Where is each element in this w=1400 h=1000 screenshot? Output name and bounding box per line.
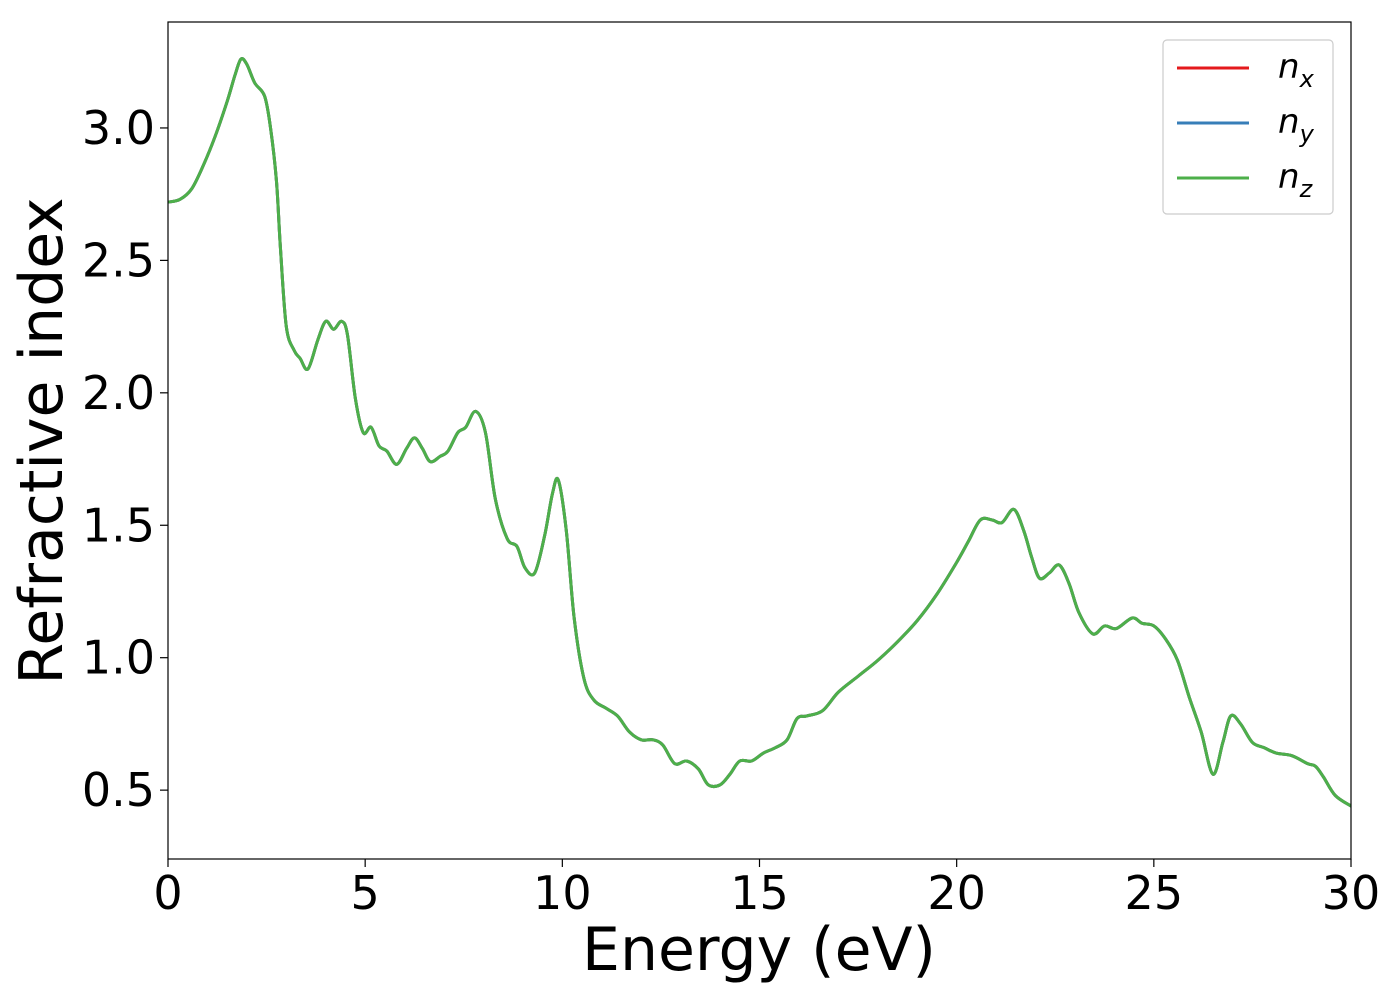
y-tick-label: 1.0 xyxy=(82,631,155,685)
x-tick-label: 15 xyxy=(730,866,789,920)
legend-label-subscript: z xyxy=(1299,175,1314,203)
legend-label-base: n xyxy=(1278,102,1300,142)
y-tick-label: 3.0 xyxy=(82,101,155,155)
legend-label-base: n xyxy=(1278,47,1300,87)
legend-label-base: n xyxy=(1278,157,1300,197)
legend-label-subscript: y xyxy=(1299,120,1315,148)
x-tick-label: 5 xyxy=(351,866,380,920)
x-tick-label: 0 xyxy=(153,866,182,920)
x-tick-label: 25 xyxy=(1125,866,1184,920)
y-tick-label: 2.0 xyxy=(82,366,155,420)
x-tick-label: 10 xyxy=(533,866,592,920)
x-axis-title: Energy (eV) xyxy=(582,915,936,985)
legend-label-n-x: nx xyxy=(1278,47,1315,93)
y-tick-label: 2.5 xyxy=(82,233,155,287)
series-line-n-z xyxy=(168,57,1351,808)
legend-box xyxy=(1162,39,1334,215)
y-axis-title: Refractive index xyxy=(7,197,77,684)
y-tick-label: 1.5 xyxy=(82,498,155,552)
legend-label-subscript: x xyxy=(1299,65,1315,93)
x-axis: 0 5 10 15 20 25 30 xyxy=(153,859,1380,920)
legend-label-n-y: ny xyxy=(1278,102,1315,148)
x-tick-label: 30 xyxy=(1322,866,1381,920)
y-axis: 0.5 1.0 1.5 2.0 2.5 3.0 xyxy=(82,101,168,817)
plot-area xyxy=(167,21,1352,860)
x-tick-label: 20 xyxy=(927,866,986,920)
series-layer xyxy=(168,57,1351,808)
legend-label-n-z: nz xyxy=(1278,157,1314,203)
y-tick-label: 0.5 xyxy=(82,763,155,817)
